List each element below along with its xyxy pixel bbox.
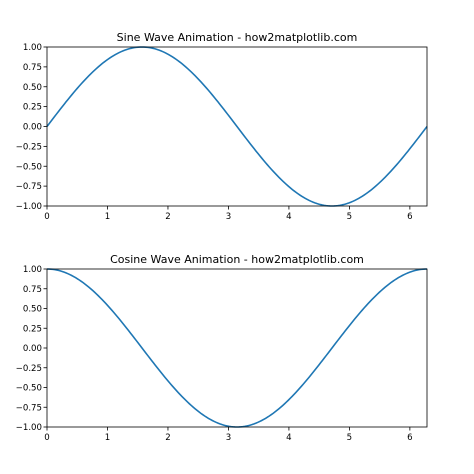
y-tick-label: 0.00 [23,344,42,354]
axes-frame [46,268,428,428]
plot-lines [46,268,428,428]
y-tick-label: 0.75 [23,285,42,295]
x-tick-label: 6 [407,212,412,222]
y-tick-label: 0.50 [23,83,42,93]
sin-line [46,46,428,207]
x-tick-label: 0 [44,212,49,222]
y-tick-label: −0.25 [16,142,42,152]
y-tick-label: 0.50 [23,305,42,315]
x-tick-label: 4 [286,212,291,222]
x-tick-label: 5 [347,433,352,443]
y-tick-label: −0.50 [16,384,42,394]
y-tick-label: 0.75 [23,63,42,73]
x-tick-label: 5 [347,212,352,222]
x-tick-label: 3 [226,433,231,443]
y-tick-label: −0.50 [16,162,42,172]
y-tick-label: −0.25 [16,364,42,374]
x-tick-label: 2 [165,212,170,222]
y-tick-label: 0.25 [23,324,42,334]
plot-lines [46,46,428,207]
x-tick-label: 1 [105,212,110,222]
sine-wave-subplot: Sine Wave Animation - how2matplotlib.com… [16,31,428,222]
chart-title: Cosine Wave Animation - how2matplotlib.c… [110,253,364,266]
y-tick-label: 1.00 [23,43,42,53]
y-tick-label: −1.00 [16,423,42,433]
y-axis: 1.00 0.75 0.50 0.25 0.00 −0.25 −0.50 −0.75 −1.00 [16,43,47,212]
axes-frame [46,46,428,207]
y-tick-label: −1.00 [16,202,42,212]
y-tick-label: 1.00 [23,265,42,275]
y-tick-label: −0.75 [16,182,42,192]
chart-title: Sine Wave Animation - how2matplotlib.com [117,31,358,44]
x-axis: 0 1 2 3 4 5 6 [44,206,413,222]
x-tick-label: 3 [226,212,231,222]
x-tick-label: 0 [44,433,49,443]
cos-line [46,268,428,428]
x-tick-label: 2 [165,433,170,443]
x-tick-label: 4 [286,433,291,443]
y-tick-label: −0.75 [16,403,42,413]
x-tick-label: 1 [105,433,110,443]
x-tick-label: 6 [407,433,412,443]
x-axis: 0 1 2 3 4 5 6 [44,427,413,443]
y-axis: 1.00 0.75 0.50 0.25 0.00 −0.25 −0.50 −0.75 −1.00 [16,265,47,433]
y-tick-label: 0.25 [23,103,42,113]
cosine-wave-subplot: Cosine Wave Animation - how2matplotlib.c… [16,253,428,443]
y-tick-label: 0.00 [23,123,42,133]
